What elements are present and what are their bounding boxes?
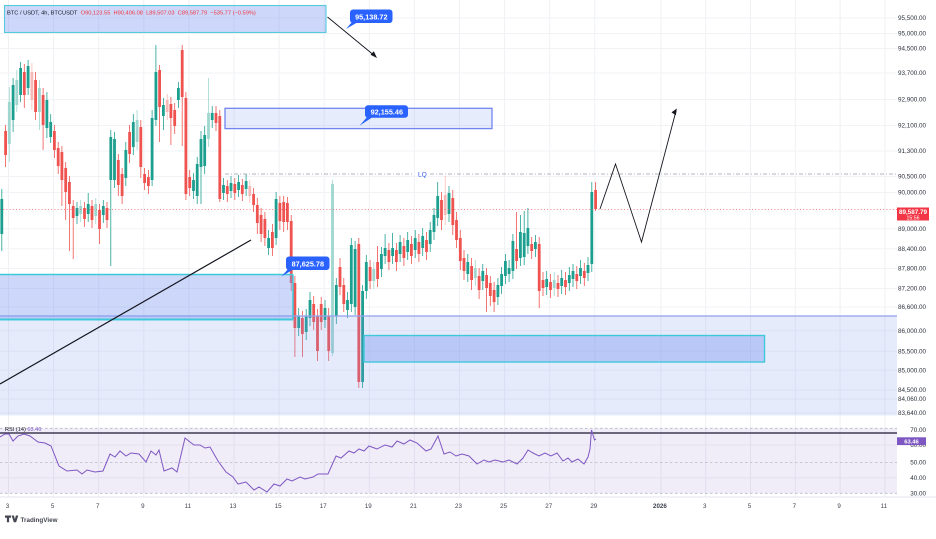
- svg-text:84,060.00: 84,060.00: [898, 396, 927, 403]
- svg-text:21: 21: [410, 503, 417, 510]
- svg-text:63.46: 63.46: [904, 439, 919, 445]
- svg-text:87,200.00: 87,200.00: [898, 286, 927, 293]
- svg-text:90,000.00: 90,000.00: [898, 190, 927, 197]
- svg-text:60.00: 60.00: [910, 442, 926, 449]
- svg-text:92,900.00: 92,900.00: [898, 97, 927, 104]
- svg-text:90,500.00: 90,500.00: [898, 174, 927, 181]
- svg-text:95,138.72: 95,138.72: [355, 12, 387, 21]
- svg-text:89,587.79: 89,587.79: [899, 209, 928, 216]
- svg-text:86,600.00: 86,600.00: [898, 304, 927, 311]
- svg-text:89,000.00: 89,000.00: [898, 226, 927, 233]
- svg-text:95,500.00: 95,500.00: [898, 15, 927, 22]
- svg-text:27: 27: [545, 503, 552, 510]
- svg-text:3: 3: [6, 503, 10, 510]
- svg-text:85,000.00: 85,000.00: [898, 367, 927, 374]
- svg-text:7: 7: [793, 503, 797, 510]
- svg-text:13: 13: [230, 503, 237, 510]
- svg-text:11: 11: [185, 503, 192, 510]
- svg-text:15: 15: [275, 503, 282, 510]
- svg-text:9: 9: [837, 503, 841, 510]
- svg-text:11: 11: [881, 503, 888, 510]
- svg-text:84,500.00: 84,500.00: [898, 387, 927, 394]
- svg-text:92,100.00: 92,100.00: [898, 123, 927, 130]
- svg-text:RSI (14) 63.46: RSI (14) 63.46: [5, 427, 41, 433]
- svg-text:88,400.00: 88,400.00: [898, 246, 927, 253]
- svg-text:7: 7: [96, 503, 100, 510]
- svg-text:87,800.00: 87,800.00: [898, 266, 927, 273]
- svg-text:15:56: 15:56: [907, 216, 920, 222]
- svg-text:92,155.46: 92,155.46: [371, 108, 403, 117]
- svg-text:BTC / USDT, 4h, BTCUSDT O90,1: BTC / USDT, 4h, BTCUSDT O90,123.55 H90,4…: [7, 11, 256, 17]
- svg-text:30.00: 30.00: [910, 491, 926, 498]
- svg-text:83,640.00: 83,640.00: [898, 410, 927, 417]
- svg-text:87,625.78: 87,625.78: [292, 259, 324, 268]
- svg-text:91,300.00: 91,300.00: [898, 148, 927, 155]
- svg-text:29: 29: [590, 503, 597, 510]
- svg-text:3: 3: [703, 503, 707, 510]
- svg-text:17: 17: [320, 503, 327, 510]
- svg-text:5: 5: [51, 503, 55, 510]
- svg-text:LQ: LQ: [418, 171, 427, 178]
- svg-text:85,500.00: 85,500.00: [898, 348, 927, 355]
- svg-text:86,000.00: 86,000.00: [898, 328, 927, 335]
- svg-text:70.00: 70.00: [910, 427, 926, 434]
- svg-text:5: 5: [748, 503, 752, 510]
- svg-text:40.00: 40.00: [910, 475, 926, 482]
- svg-text:50.00: 50.00: [910, 460, 926, 467]
- svg-text:9: 9: [141, 503, 145, 510]
- svg-text:23: 23: [455, 503, 462, 510]
- svg-text:95,000.00: 95,000.00: [898, 31, 927, 38]
- svg-text:2026: 2026: [653, 503, 667, 510]
- svg-text:19: 19: [365, 503, 372, 510]
- svg-text:TradingView: TradingView: [21, 517, 58, 524]
- svg-text:25: 25: [500, 503, 507, 510]
- svg-text:94,500.00: 94,500.00: [898, 46, 927, 53]
- svg-text:93,700.00: 93,700.00: [898, 70, 927, 77]
